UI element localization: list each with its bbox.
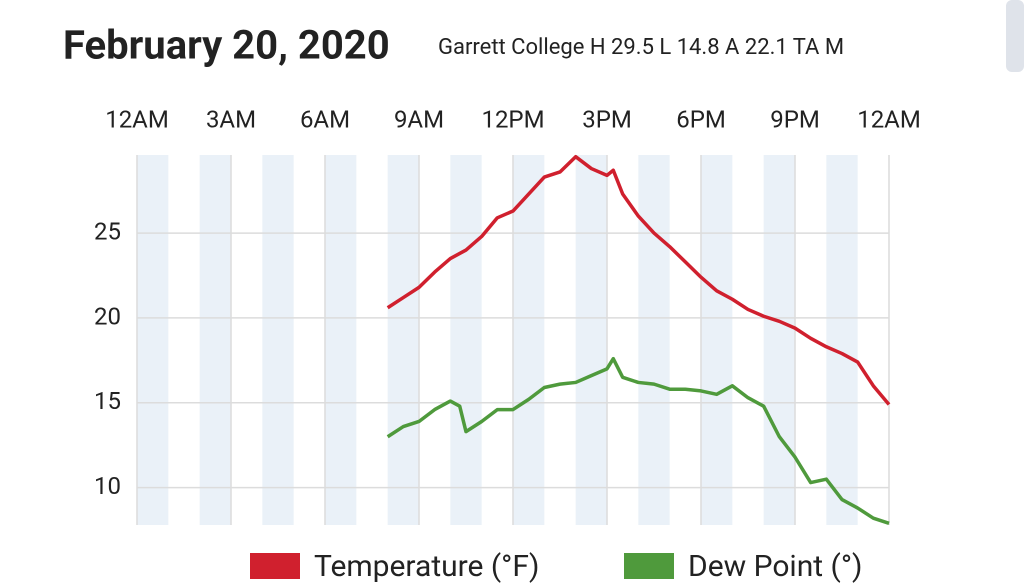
chart-title: February 20, 2020 — [63, 22, 390, 69]
x-tick-label: 6AM — [300, 105, 350, 133]
y-tick-label: 15 — [94, 387, 121, 415]
x-tick-label: 3AM — [206, 105, 256, 133]
x-tick-label: 9AM — [394, 105, 444, 133]
x-tick-label: 12AM — [857, 105, 921, 133]
hour-stripe — [450, 155, 482, 525]
hour-stripe — [325, 155, 357, 525]
hour-stripe — [387, 155, 419, 525]
x-tick-label: 12AM — [105, 105, 169, 133]
hour-stripe — [137, 155, 169, 525]
hour-stripe — [638, 155, 670, 525]
series-line — [386, 154, 891, 406]
legend-swatch — [624, 553, 674, 579]
hour-stripe — [826, 155, 858, 525]
hour-stripe — [575, 155, 607, 525]
x-tick-label: 3PM — [582, 105, 632, 133]
x-tick-label: 6PM — [676, 105, 726, 133]
legend-swatch — [250, 553, 300, 579]
y-tick-label: 10 — [94, 472, 121, 500]
chart-subtitle: Garrett College H 29.5 L 14.8 A 22.1 TA … — [438, 35, 844, 60]
legend-label: Temperature (°F) — [314, 549, 539, 584]
hour-stripe — [701, 155, 733, 525]
hour-stripe — [513, 155, 545, 525]
hour-stripe — [262, 155, 294, 525]
x-tick-label: 12PM — [481, 105, 544, 133]
y-tick-label: 25 — [94, 217, 121, 245]
x-tick-label: 9PM — [770, 105, 820, 133]
hour-stripe — [199, 155, 231, 525]
hour-stripe — [763, 155, 795, 525]
series-line — [386, 356, 890, 525]
legend-label: Dew Point (°) — [688, 549, 862, 584]
y-tick-label: 20 — [94, 302, 121, 330]
scroll-handle — [1006, 0, 1024, 72]
